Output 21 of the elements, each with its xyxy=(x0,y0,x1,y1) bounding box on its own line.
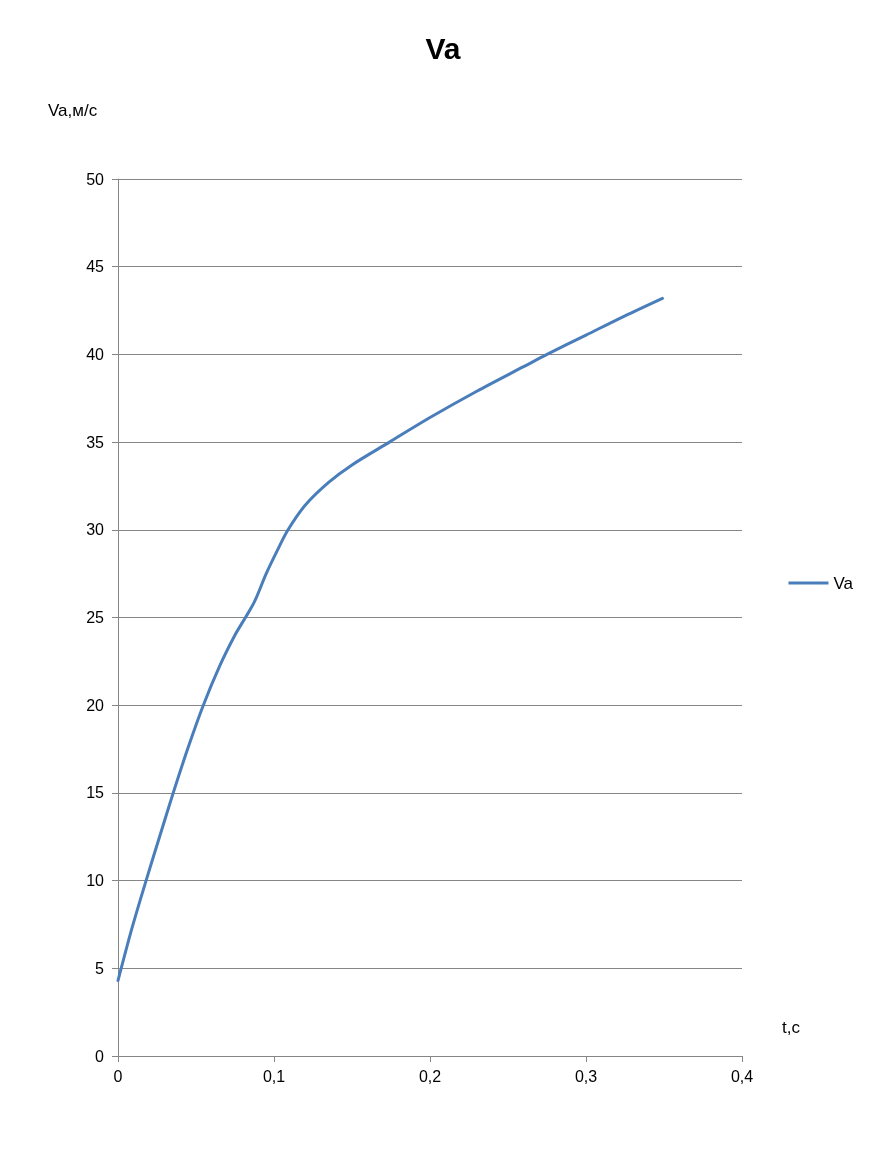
y-tick-label: 40 xyxy=(86,345,105,363)
y-tick-label: 10 xyxy=(86,872,105,890)
y-tick-label: 35 xyxy=(86,433,105,451)
chart-title: Va xyxy=(425,31,461,65)
x-tick-label: 0,1 xyxy=(262,1067,286,1085)
x-axis-title: t,c xyxy=(782,1018,801,1037)
line-series xyxy=(116,296,664,983)
x-tick-label: 0,2 xyxy=(418,1067,442,1085)
x-tick-label: 0,4 xyxy=(730,1067,754,1085)
y-tick-label: 20 xyxy=(86,696,105,714)
y-axis-title: Va,м/с xyxy=(48,101,98,120)
x-tick-label: 0 xyxy=(113,1067,123,1085)
y-tick-label: 15 xyxy=(86,784,105,802)
y-tick-label: 0 xyxy=(95,1047,105,1065)
y-tick-label: 50 xyxy=(86,170,105,188)
y-tick-label: 45 xyxy=(86,258,105,276)
x-tick-label: 0,3 xyxy=(574,1067,598,1085)
y-tick-label: 30 xyxy=(86,521,105,539)
y-tick-label: 25 xyxy=(86,609,105,626)
legend-label: Va xyxy=(833,573,854,593)
y-tick-label: 5 xyxy=(95,959,105,977)
